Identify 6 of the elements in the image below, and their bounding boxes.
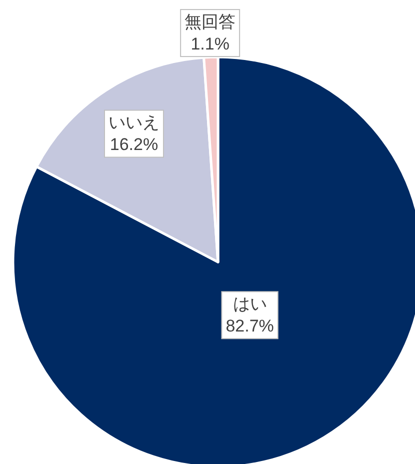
data-label: 16.2% (110, 135, 158, 154)
slice-label: いいえ (108, 113, 160, 132)
slice-label: 無回答 (184, 12, 236, 32)
slice-label: はい (232, 294, 267, 314)
data-label: 82.7% (226, 316, 274, 336)
data-label: 1.1% (190, 34, 230, 54)
